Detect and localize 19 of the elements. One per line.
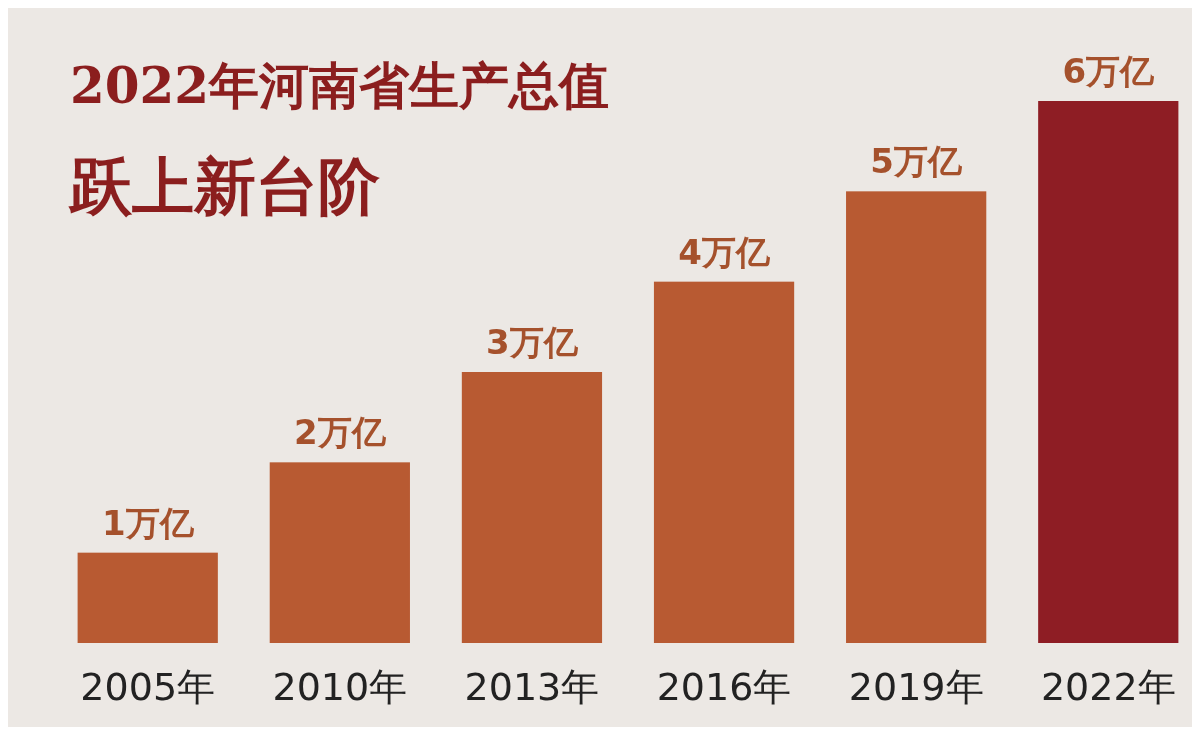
x-tick-label: 2022年 [1040,665,1176,709]
x-tick-label: 2005年 [80,665,216,709]
x-tick-label: 2010年 [272,665,408,709]
bar [653,281,795,643]
bar [269,462,410,643]
x-tick-label: 2019年 [848,665,984,709]
bar [846,191,987,643]
x-tick-label: 2016年 [656,665,792,709]
chart-title: 2022年河南省生产总值跃上新台阶 [68,56,610,223]
data-label: 5万亿 [870,141,963,182]
data-label: 4万亿 [678,231,771,272]
x-tick-label: 2013年 [464,665,600,709]
data-label: 6万亿 [1062,51,1156,91]
data-label: 3万亿 [486,322,579,362]
data-label: 2万亿 [294,412,387,453]
bar [1038,101,1179,643]
bar [77,552,218,643]
bar [461,372,603,643]
data-label: 1万亿 [101,502,195,543]
